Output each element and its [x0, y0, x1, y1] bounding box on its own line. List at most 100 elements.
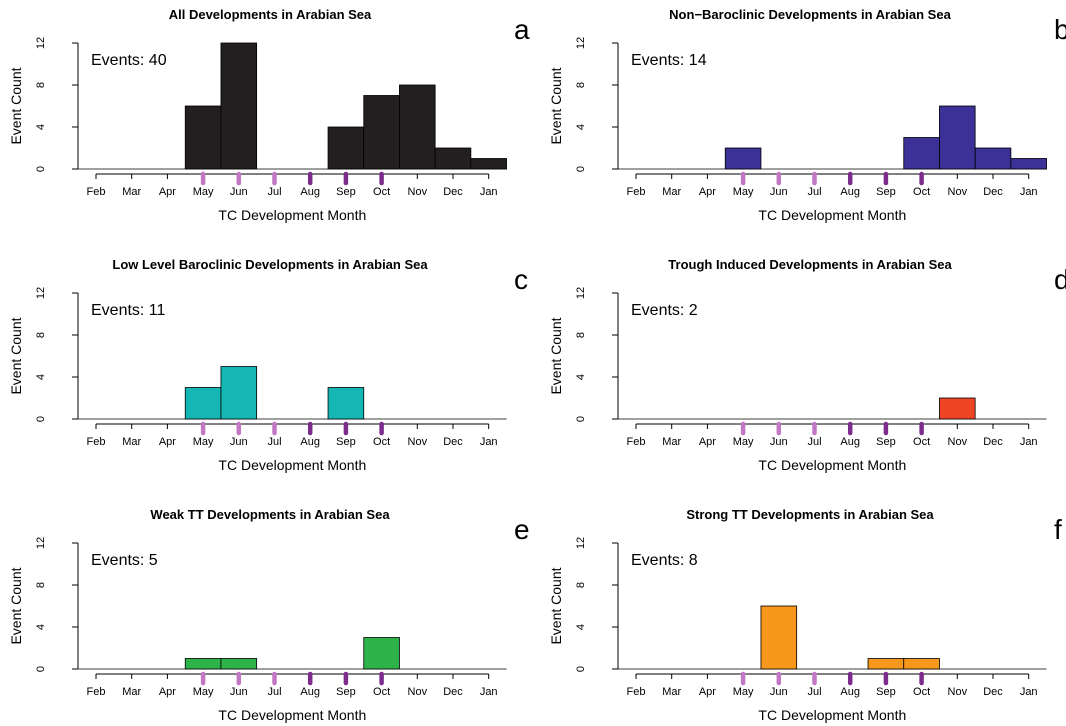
panel-a: All Developments in Arabian Sea a Events: …: [8, 7, 530, 223]
x-tick-label: Jul: [807, 436, 821, 448]
x-tick-label: Sep: [876, 436, 896, 448]
y-tick-label: 8: [35, 332, 47, 338]
x-axis-label: TC Development Month: [218, 207, 366, 223]
x-tick-label: Dec: [443, 186, 463, 198]
x-tick-label: Sep: [876, 686, 896, 698]
x-tick-label: Jun: [230, 686, 248, 698]
x-tick-label: Aug: [840, 436, 860, 448]
y-tick-label: 4: [35, 374, 47, 380]
x-tick-label: Jun: [230, 186, 248, 198]
x-tick-label: Feb: [87, 436, 106, 448]
x-tick-label: Nov: [948, 686, 968, 698]
panel-f: Strong TT Developments in Arabian Sea f Ev…: [548, 507, 1062, 723]
panel-title: Trough Induced Developments in Arabian S…: [668, 257, 952, 272]
bar-jun: [220, 366, 258, 420]
x-tick-label: Aug: [300, 186, 320, 198]
events-label: Events: 14: [631, 52, 707, 69]
x-tick-label: Nov: [408, 436, 428, 448]
x-tick-label: Dec: [983, 686, 1003, 698]
x-tick-label: Dec: [443, 436, 463, 448]
x-tick-label: Nov: [948, 436, 968, 448]
x-tick-label: May: [733, 186, 754, 198]
y-tick-label: 12: [575, 537, 587, 549]
bar-jan: [470, 158, 507, 170]
x-tick-label: Feb: [627, 186, 646, 198]
bar-sep: [867, 658, 905, 670]
x-tick-label: May: [193, 686, 214, 698]
x-tick-label: Aug: [300, 436, 320, 448]
panel-letter: d: [1054, 264, 1066, 295]
x-tick-label: May: [733, 436, 754, 448]
bar-jan: [1010, 158, 1047, 170]
y-tick-label: 8: [575, 332, 587, 338]
x-tick-label: Nov: [408, 686, 428, 698]
x-tick-label: Jun: [770, 186, 788, 198]
bar-may: [184, 105, 222, 170]
x-tick-label: Jan: [1020, 436, 1038, 448]
x-tick-label: Jul: [807, 686, 821, 698]
panel-b: Non−Baroclinic Developments in Arabian S…: [548, 7, 1066, 223]
x-tick-label: May: [733, 686, 754, 698]
y-tick-label: 0: [35, 666, 47, 672]
bar-nov: [939, 105, 976, 170]
x-tick-label: Oct: [373, 436, 390, 448]
bar-sep: [327, 126, 365, 170]
x-tick-label: Sep: [876, 186, 896, 198]
y-tick-label: 0: [35, 166, 47, 172]
x-tick-label: Jan: [1020, 686, 1038, 698]
y-tick-label: 12: [575, 37, 587, 49]
panel-letter: f: [1054, 514, 1062, 545]
panel-letter: a: [514, 14, 530, 45]
x-tick-label: Jan: [480, 186, 498, 198]
x-tick-label: Aug: [300, 686, 320, 698]
panel-c: Low Level Baroclinic Developments in Ara…: [8, 257, 528, 473]
panel-title: Non−Baroclinic Developments in Arabian S…: [669, 7, 951, 22]
events-label: Events: 5: [91, 552, 158, 569]
bar-nov: [939, 397, 976, 420]
x-tick-label: Feb: [627, 436, 646, 448]
bar-sep: [327, 387, 365, 420]
x-tick-label: Oct: [373, 686, 390, 698]
x-tick-label: Apr: [159, 186, 176, 198]
y-tick-label: 12: [35, 287, 47, 299]
bar-may: [184, 658, 222, 670]
x-tick-label: Oct: [913, 186, 930, 198]
x-axis-label: TC Development Month: [758, 707, 906, 723]
panel-letter: b: [1054, 14, 1066, 45]
y-axis-label: Event Count: [548, 317, 564, 394]
y-tick-label: 8: [575, 582, 587, 588]
x-tick-label: Mar: [662, 686, 681, 698]
x-tick-label: Apr: [699, 686, 716, 698]
x-tick-label: Sep: [336, 436, 356, 448]
y-axis-label: Event Count: [548, 67, 564, 144]
y-tick-label: 8: [35, 82, 47, 88]
panel-title: All Developments in Arabian Sea: [169, 7, 372, 22]
y-tick-label: 4: [35, 624, 47, 630]
y-axis-label: Event Count: [8, 67, 24, 144]
y-tick-label: 4: [35, 124, 47, 130]
bar-dec: [434, 147, 472, 170]
y-axis-label: Event Count: [8, 567, 24, 644]
x-tick-label: Aug: [840, 686, 860, 698]
x-tick-label: Feb: [87, 186, 106, 198]
x-tick-label: Jun: [230, 436, 248, 448]
panel-d: Trough Induced Developments in Arabian S…: [548, 257, 1066, 473]
y-tick-label: 0: [575, 166, 587, 172]
y-tick-label: 0: [575, 416, 587, 422]
x-tick-label: Oct: [373, 186, 390, 198]
panel-letter: c: [514, 264, 528, 295]
x-tick-label: Apr: [699, 186, 716, 198]
x-tick-label: Mar: [662, 186, 681, 198]
x-tick-label: Jul: [267, 436, 281, 448]
panel-title: Weak TT Developments in Arabian Sea: [150, 507, 390, 522]
y-tick-label: 4: [575, 124, 587, 130]
x-tick-label: May: [193, 186, 214, 198]
panel-title: Strong TT Developments in Arabian Sea: [686, 507, 934, 522]
x-tick-label: Feb: [627, 686, 646, 698]
x-tick-label: Jul: [267, 686, 281, 698]
bar-oct: [903, 137, 940, 170]
bar-jun: [760, 605, 798, 670]
panel-title: Low Level Baroclinic Developments in Ara…: [112, 257, 428, 272]
y-tick-label: 12: [35, 37, 47, 49]
